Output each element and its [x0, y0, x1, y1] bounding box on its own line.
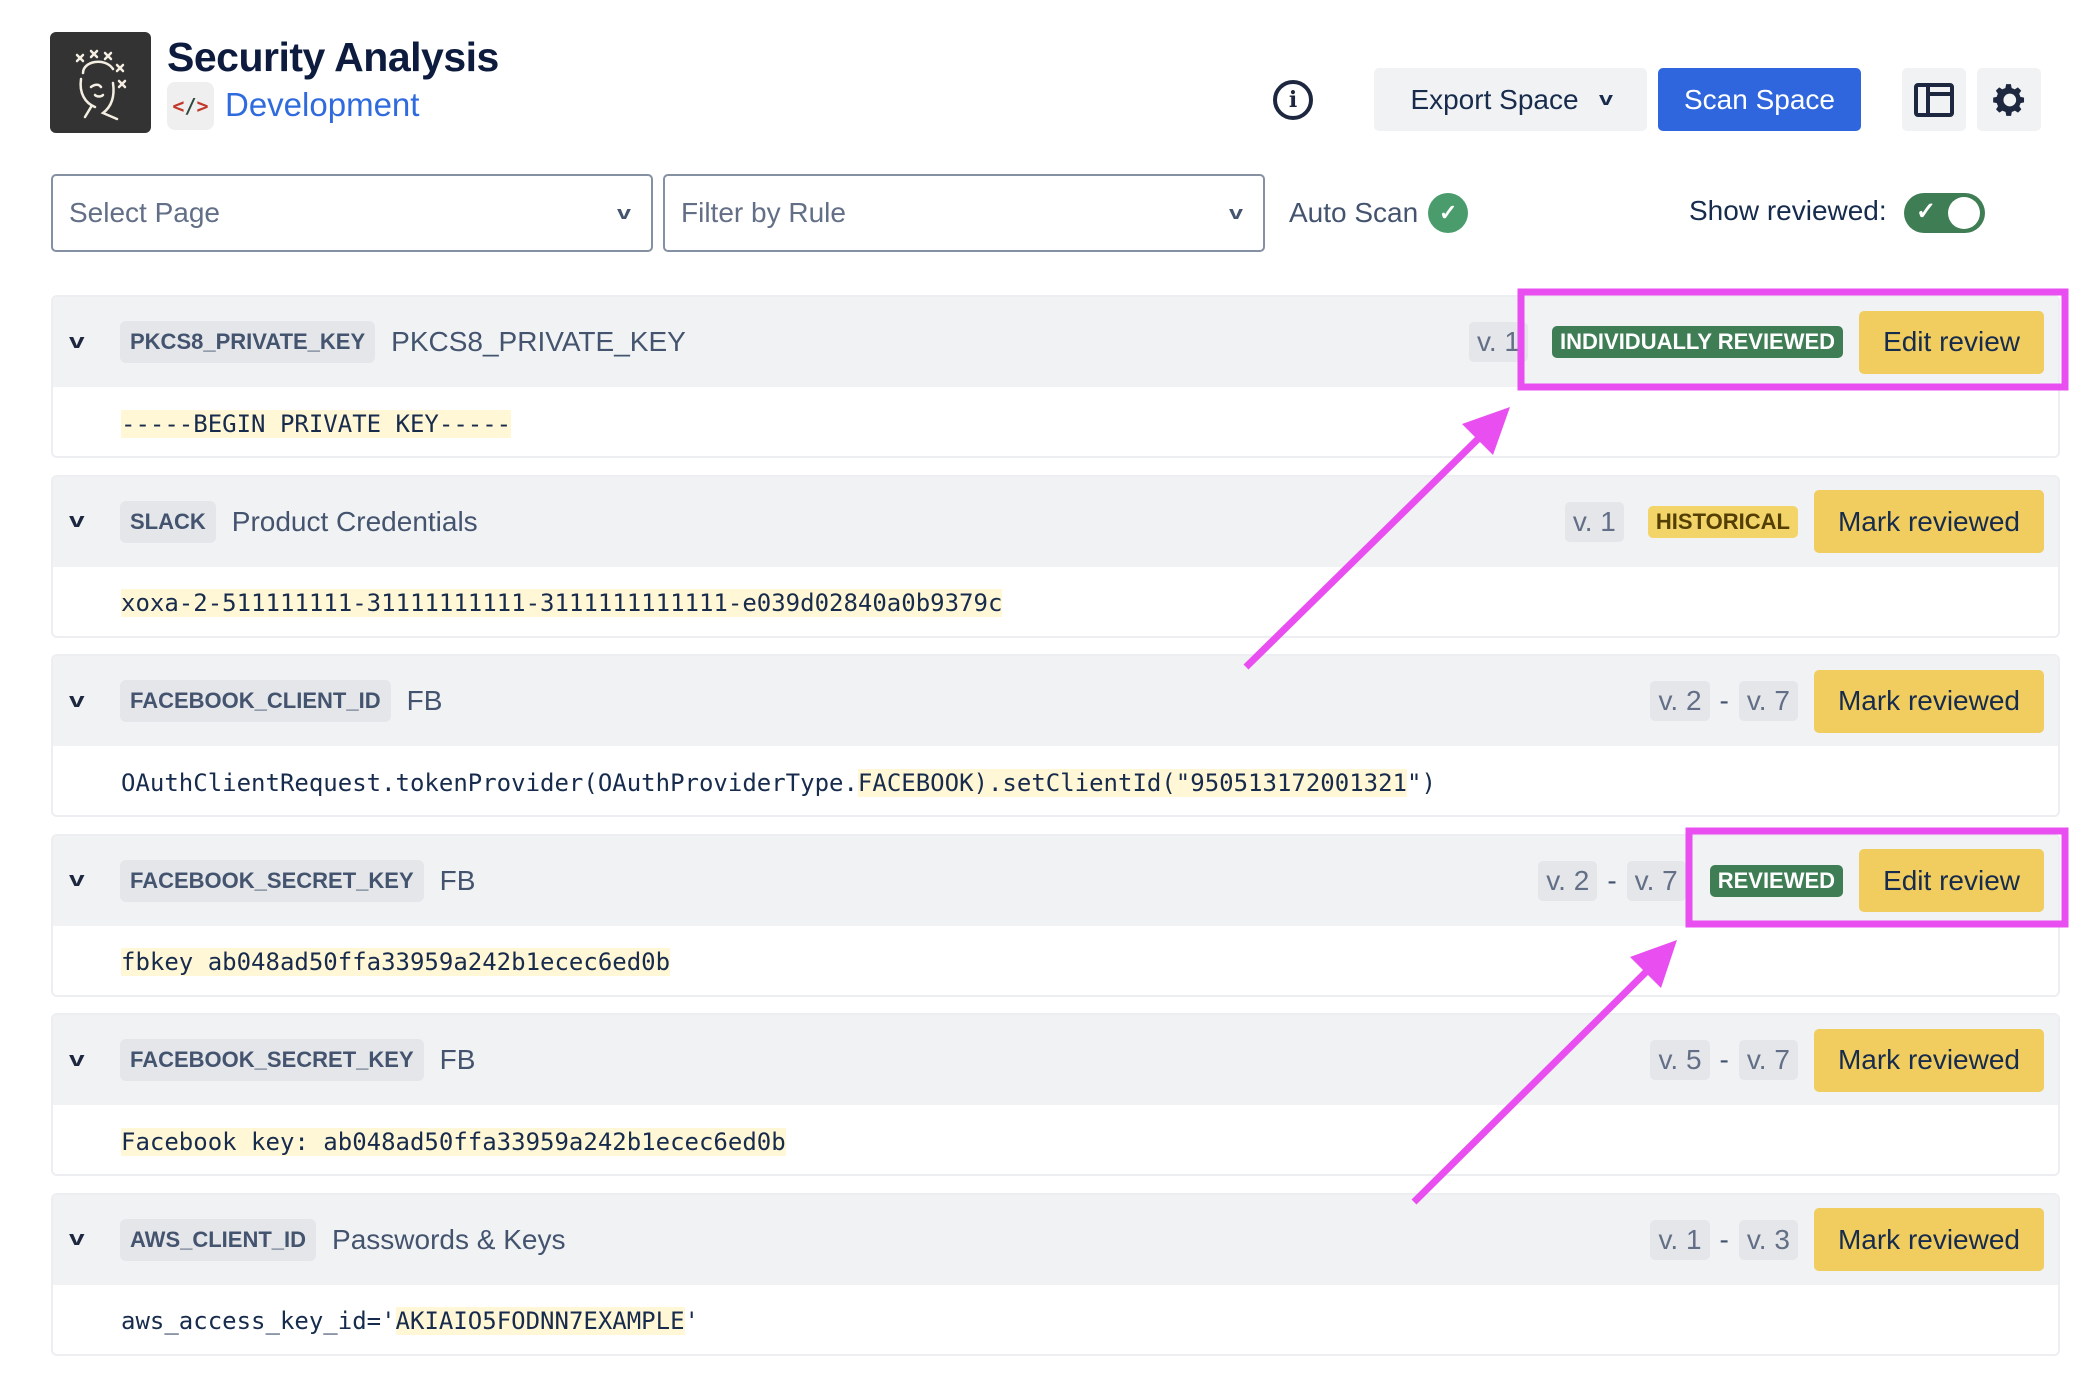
finding-snippet: OAuthClientRequest.tokenProvider(OAuthPr… [53, 746, 2058, 815]
status-badge: REVIEWED [1709, 864, 1844, 897]
chevron-down-icon[interactable]: v [69, 1048, 85, 1071]
finding-snippet: fbkey ab048ad50ffa33959a242b1ecec6ed0b [53, 926, 2058, 995]
version-to: v. 7 [1738, 681, 1798, 721]
snippet-post: ' [684, 1307, 699, 1335]
page-name[interactable]: PKCS8_PRIVATE_KEY [391, 326, 686, 357]
sidebar-layout-icon [1914, 82, 1954, 117]
version-to: v. 7 [1738, 1040, 1798, 1080]
auto-scan-label: Auto Scan [1289, 197, 1419, 228]
finding-card: v PKCS8_PRIVATE_KEY PKCS8_PRIVATE_KEY v. 1 I… [51, 295, 2060, 458]
version-separator: - [1719, 1044, 1729, 1075]
version-from: v. 2 [1650, 681, 1710, 721]
page-name[interactable]: FB [439, 1044, 476, 1075]
app-logo [50, 32, 151, 133]
finding-header[interactable]: v FACEBOOK_CLIENT_ID FB v. 2- v. 7 Mark revie… [53, 656, 2058, 746]
page-title: Security Analysis [167, 34, 499, 80]
filter-rule-placeholder: Filter by Rule [681, 197, 846, 228]
review-button[interactable]: Mark reviewed [1813, 669, 2044, 733]
page-name[interactable]: FB [406, 685, 443, 716]
rule-tag: FACEBOOK_CLIENT_ID [120, 680, 391, 722]
chevron-down-icon[interactable]: v [69, 510, 85, 532]
version-from: v. 2 [1538, 860, 1598, 901]
chevron-down-icon: v [616, 202, 632, 223]
page-name[interactable]: Passwords & Keys [332, 1223, 566, 1255]
snippet-match: AKIAIO5FODNN7EXAMPLE [395, 1307, 685, 1335]
snippet-pre: OAuthClientRequest.tokenProvider(OAuthPr… [121, 768, 858, 797]
finding-header[interactable]: v FACEBOOK_SECRET_KEY FB v. 2- v. 7 REVIEWED E… [53, 835, 2058, 926]
finding-card: v SLACK Product Credentials v. 1 HISTORICAL M… [51, 474, 2060, 638]
export-label: Export Space [1410, 83, 1579, 115]
auto-scan-status: Auto Scan ✓ [1289, 193, 1469, 233]
filter-rule-dropdown[interactable]: Filter by Rule v [663, 174, 1265, 252]
code-icon: < / > [167, 82, 214, 130]
finding-card: v AWS_CLIENT_ID Passwords & Keys v. 1- v. 3 M… [51, 1192, 2060, 1356]
snippet-match: xoxa-2-511111111-31111111111-31111111111… [121, 589, 1003, 617]
info-icon[interactable]: i [1273, 80, 1313, 120]
chevron-down-icon: v [1228, 202, 1244, 223]
page-name[interactable]: FB [439, 864, 476, 896]
settings-button[interactable] [1977, 68, 2041, 131]
finding-header[interactable]: v FACEBOOK_SECRET_KEY FB v. 5- v. 7 Mark revi… [53, 1015, 2058, 1105]
chevron-down-icon[interactable]: v [69, 869, 85, 891]
finding-header[interactable]: v PKCS8_PRIVATE_KEY PKCS8_PRIVATE_KEY v. 1 I… [53, 297, 2058, 387]
version-from: v. 1 [1468, 322, 1529, 362]
rule-tag: PKCS8_PRIVATE_KEY [120, 321, 376, 363]
version-separator: - [1607, 864, 1617, 896]
snippet-post: ") [1407, 768, 1436, 797]
select-page-placeholder: Select Page [69, 197, 220, 228]
finding-card: v FACEBOOK_SECRET_KEY FB v. 5- v. 7 Mark revi… [51, 1013, 2060, 1176]
layout-button[interactable] [1902, 68, 1966, 131]
gear-icon [1993, 83, 2025, 116]
rule-tag: AWS_CLIENT_ID [120, 1218, 317, 1261]
chevron-down-icon[interactable]: v [69, 1228, 85, 1250]
show-reviewed-toggle[interactable]: ✓ [1904, 193, 1985, 233]
check-circle-icon: ✓ [1428, 193, 1469, 233]
rule-tag: FACEBOOK_SECRET_KEY [120, 1039, 424, 1081]
review-button[interactable]: Edit review [1859, 310, 2044, 374]
status-badge: INDIVIDUALLY REVIEWED [1552, 326, 1844, 358]
version-from: v. 1 [1650, 1219, 1710, 1260]
finding-header[interactable]: v AWS_CLIENT_ID Passwords & Keys v. 1- v. 3 M… [53, 1194, 2058, 1285]
chevron-down-icon: v [1598, 89, 1613, 109]
check-icon: ✓ [1916, 198, 1937, 225]
space-link[interactable]: Development [225, 86, 420, 123]
finding-card: v FACEBOOK_CLIENT_ID FB v. 2- v. 7 Mark revie… [51, 654, 2060, 817]
snippet-match: -----BEGIN PRIVATE KEY----- [121, 409, 512, 438]
snippet-pre: aws_access_key_id=' [121, 1307, 396, 1335]
version-from: v. 5 [1650, 1040, 1710, 1080]
review-button[interactable]: Mark reviewed [1813, 1208, 2044, 1271]
scan-space-button[interactable]: Scan Space [1658, 68, 1861, 131]
review-button[interactable]: Mark reviewed [1813, 1028, 2044, 1092]
rule-tag: FACEBOOK_SECRET_KEY [120, 859, 424, 902]
finding-header[interactable]: v SLACK Product Credentials v. 1 HISTORICAL M… [53, 476, 2058, 567]
snippet-match: Facebook key: ab048ad50ffa33959a242b1ece… [121, 1127, 786, 1156]
review-button[interactable]: Edit review [1859, 849, 2044, 912]
select-page-dropdown[interactable]: Select Page v [51, 174, 653, 252]
rule-tag: SLACK [120, 500, 216, 543]
toggle-knob [1948, 197, 1980, 229]
version-to: v. 3 [1738, 1219, 1798, 1260]
finding-snippet: -----BEGIN PRIVATE KEY----- [53, 387, 2058, 456]
show-reviewed-label: Show reviewed: [1689, 195, 1887, 226]
finding-snippet: xoxa-2-511111111-31111111111-31111111111… [53, 567, 2058, 636]
chevron-down-icon[interactable]: v [69, 689, 85, 712]
review-button[interactable]: Mark reviewed [1813, 490, 2044, 553]
version-separator: - [1719, 685, 1729, 716]
snippet-match: FACEBOOK).setClientId("950513172001321 [857, 768, 1407, 797]
page-name[interactable]: Product Credentials [231, 505, 478, 537]
finding-card: v FACEBOOK_SECRET_KEY FB v. 2- v. 7 REVIEWED E… [51, 833, 2060, 997]
version-separator: - [1719, 1223, 1729, 1255]
version-from: v. 1 [1564, 501, 1624, 542]
finding-snippet: aws_access_key_id=' AKIAIO5FODNN7EXAMPLE ' [53, 1285, 2058, 1354]
status-badge: HISTORICAL [1647, 505, 1798, 538]
version-to: v. 7 [1626, 860, 1686, 901]
snippet-match: fbkey ab048ad50ffa33959a242b1ecec6ed0b [121, 948, 671, 976]
finding-snippet: Facebook key: ab048ad50ffa33959a242b1ece… [53, 1105, 2058, 1174]
export-space-button[interactable]: Export Space v [1374, 68, 1647, 131]
chevron-down-icon[interactable]: v [69, 330, 85, 353]
